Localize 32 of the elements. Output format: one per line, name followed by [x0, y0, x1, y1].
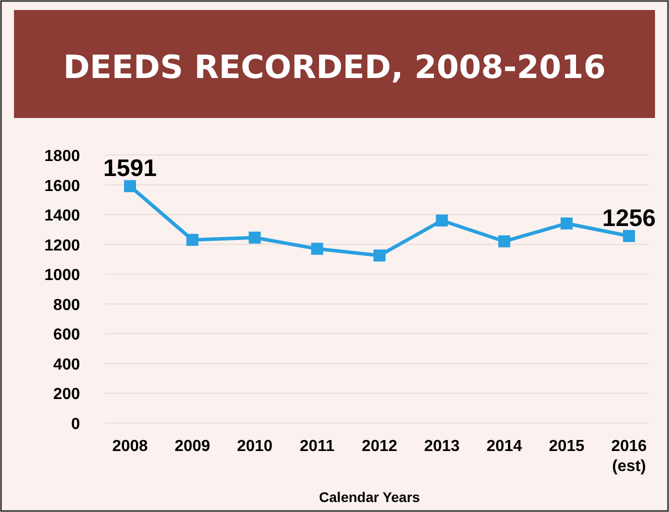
y-tick-label: 1200 — [44, 237, 80, 254]
point — [186, 234, 198, 246]
y-tick-label: 1600 — [44, 178, 80, 195]
y-tick-label: 600 — [53, 326, 80, 344]
point — [311, 242, 324, 255]
y-tick-label: 200 — [53, 386, 80, 404]
x-tick-label: 2013 — [424, 438, 460, 455]
point — [248, 232, 261, 244]
data-label: 1591 — [103, 155, 157, 182]
x-tick-label: 2012 — [362, 438, 398, 455]
x-tick-label: 2011 — [300, 438, 335, 455]
x-tick-label: 2008 — [112, 438, 148, 455]
x-axis-title: Calendar Years — [319, 489, 420, 505]
y-tick-label: 400 — [53, 356, 80, 374]
point — [374, 250, 386, 262]
x-tick-label: 2016 (est) — [611, 438, 647, 475]
y-tick-label: 1400 — [44, 208, 80, 225]
point — [560, 217, 573, 230]
y-tick-label: 800 — [53, 296, 80, 314]
x-tick-label: 2009 — [174, 438, 210, 455]
y-tick-label: 0 — [71, 416, 80, 433]
point — [436, 214, 448, 227]
y-tick-label: 1000 — [44, 267, 80, 284]
x-tick-label: 2014 — [486, 438, 522, 455]
point — [623, 230, 635, 242]
point — [124, 180, 136, 192]
x-tick-label: 2015 — [548, 438, 585, 455]
data-label: 1256 — [602, 204, 656, 232]
point — [498, 235, 510, 248]
y-tick-label: 1800 — [44, 148, 80, 165]
x-tick-label: 2010 — [236, 438, 273, 455]
chart-title: DEEDS RECORDED, 2008-2016 — [63, 48, 606, 86]
